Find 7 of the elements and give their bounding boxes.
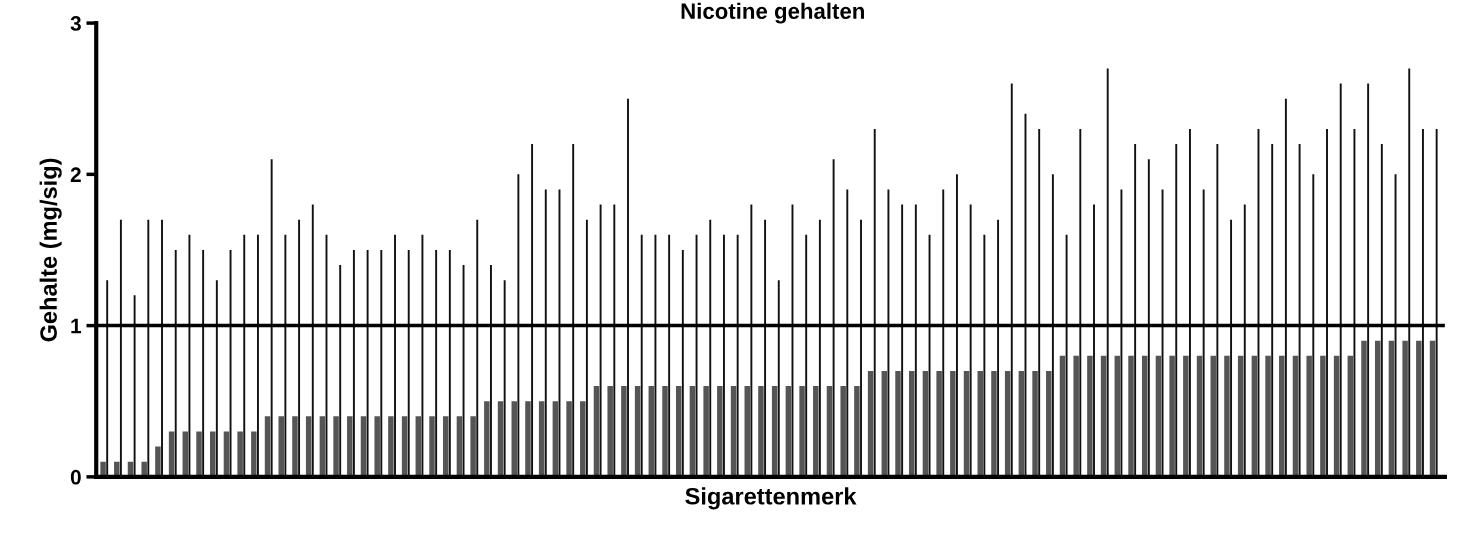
y-axis-title: Gehalte (mg/sig) xyxy=(39,158,62,342)
y-tick-label: 3 xyxy=(70,16,81,31)
x-axis-title: Sigarettenmerk xyxy=(685,487,857,510)
y-tick-label: 0 xyxy=(70,469,81,485)
chart-title: Nicotine gehalten xyxy=(681,2,864,24)
y-tick-label: 2 xyxy=(70,167,81,182)
y-tick-label: 1 xyxy=(71,318,82,334)
